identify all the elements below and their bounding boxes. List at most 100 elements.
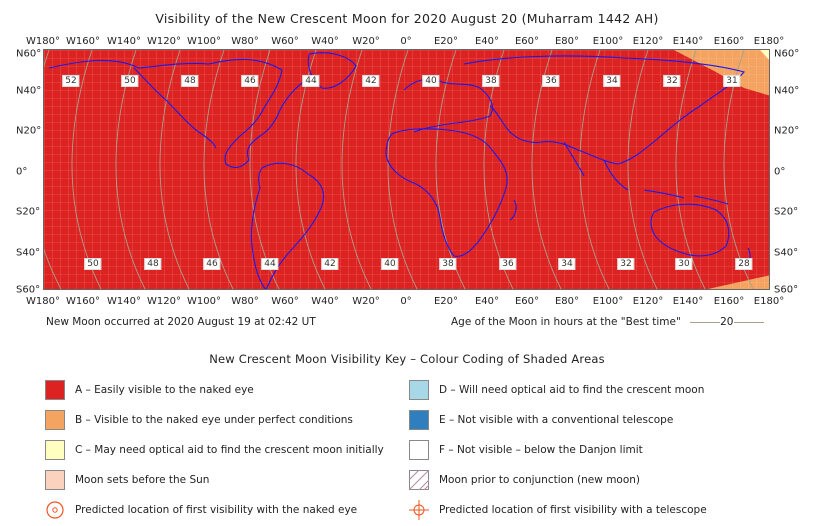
age-legend-text: Age of the Moon in hours at the "Best ti… bbox=[451, 316, 681, 328]
lon-tick: E180° bbox=[753, 296, 785, 307]
age-label: 50 bbox=[121, 75, 139, 87]
target-circle-icon bbox=[45, 500, 65, 520]
age-label: 46 bbox=[203, 258, 221, 270]
age-label: 34 bbox=[558, 258, 576, 270]
age-legend-line-icon bbox=[733, 321, 764, 323]
prior-conjunction-label: Moon prior to conjunction (new moon) bbox=[439, 474, 641, 486]
zone-c-swatch bbox=[45, 440, 65, 460]
age-legend-line-icon bbox=[690, 321, 721, 323]
age-label: 42 bbox=[362, 75, 380, 87]
zone-d-label: D – Will need optical aid to find the cr… bbox=[439, 384, 705, 396]
lat-tick: S40° bbox=[16, 247, 41, 259]
age-label: 38 bbox=[439, 258, 457, 270]
age-label: 31 bbox=[723, 75, 741, 87]
lon-tick: E20° bbox=[433, 36, 459, 47]
lon-tick: W20° bbox=[352, 296, 380, 307]
lon-tick: W60° bbox=[271, 296, 299, 307]
age-label: 44 bbox=[261, 258, 279, 270]
lon-tick: W140° bbox=[107, 36, 141, 47]
lon-tick: E60° bbox=[514, 36, 540, 47]
lon-tick: W140° bbox=[107, 296, 141, 307]
lat-tick: S20° bbox=[16, 206, 41, 218]
lat-tick: S60° bbox=[16, 284, 41, 296]
age-label: 36 bbox=[499, 258, 517, 270]
zone-f-label: F – Not visible – below the Danjon limit bbox=[439, 444, 643, 456]
lat-tick: N40° bbox=[774, 85, 800, 97]
age-label: 44 bbox=[302, 75, 320, 87]
lon-tick: E160° bbox=[713, 296, 745, 307]
visibility-map: 52 50 48 46 44 42 40 38 36 34 32 31 50 4… bbox=[43, 49, 770, 290]
age-label: 30 bbox=[675, 258, 693, 270]
lat-tick: 0° bbox=[774, 166, 786, 178]
telescope-location-label: Predicted location of first visibility w… bbox=[439, 504, 707, 516]
lon-tick: E160° bbox=[713, 36, 745, 47]
lon-tick: E20° bbox=[433, 296, 459, 307]
lon-tick: E140° bbox=[672, 36, 704, 47]
lon-tick: W60° bbox=[271, 36, 299, 47]
naked-eye-location-label: Predicted location of first visibility w… bbox=[75, 504, 358, 516]
lat-tick: S20° bbox=[774, 206, 799, 218]
lon-tick: W180° bbox=[26, 296, 60, 307]
lat-tick: N60° bbox=[16, 48, 42, 60]
lon-tick: W120° bbox=[147, 296, 181, 307]
lon-tick: E60° bbox=[514, 296, 540, 307]
lon-tick: W80° bbox=[231, 296, 259, 307]
lat-tick: S60° bbox=[774, 284, 799, 296]
zone-a-swatch bbox=[45, 380, 65, 400]
lon-tick: E80° bbox=[554, 36, 580, 47]
coastlines bbox=[48, 52, 751, 289]
lon-tick: W180° bbox=[26, 36, 60, 47]
age-label: 46 bbox=[241, 75, 259, 87]
key-title: New Crescent Moon Visibility Key – Colou… bbox=[209, 352, 605, 366]
age-label: 38 bbox=[482, 75, 500, 87]
lon-tick: W120° bbox=[147, 36, 181, 47]
zone-b-swatch bbox=[45, 410, 65, 430]
age-label: 48 bbox=[144, 258, 162, 270]
age-label: 50 bbox=[84, 258, 102, 270]
lon-tick: W20° bbox=[352, 36, 380, 47]
lon-tick: W80° bbox=[231, 36, 259, 47]
age-label: 40 bbox=[381, 258, 399, 270]
lat-tick: N20° bbox=[774, 125, 800, 137]
lon-tick: W40° bbox=[311, 296, 339, 307]
lon-tick: E40° bbox=[474, 296, 500, 307]
age-legend-value: 20 bbox=[720, 316, 734, 328]
lon-tick: W160° bbox=[66, 36, 100, 47]
zone-d-swatch bbox=[409, 380, 429, 400]
lon-tick: E80° bbox=[554, 296, 580, 307]
lon-tick: E180° bbox=[753, 36, 785, 47]
age-label: 32 bbox=[617, 258, 635, 270]
lon-tick: W100° bbox=[187, 296, 221, 307]
age-label: 28 bbox=[735, 258, 753, 270]
sets-before-sun-label: Moon sets before the Sun bbox=[75, 474, 210, 486]
lat-tick: N20° bbox=[16, 125, 42, 137]
crosshair-icon bbox=[409, 500, 429, 520]
lon-tick: E100° bbox=[592, 296, 624, 307]
lat-tick: N40° bbox=[16, 85, 42, 97]
lon-tick: 0° bbox=[400, 296, 412, 307]
lon-tick: E120° bbox=[632, 36, 664, 47]
lat-tick: S40° bbox=[774, 247, 799, 259]
sets-before-sun-swatch bbox=[45, 470, 65, 490]
lon-tick: 0° bbox=[400, 36, 412, 47]
new-moon-note: New Moon occurred at 2020 August 19 at 0… bbox=[46, 316, 316, 328]
age-label: 34 bbox=[603, 75, 621, 87]
zone-b-label: B – Visible to the naked eye under perfe… bbox=[75, 414, 353, 426]
lon-tick: E40° bbox=[474, 36, 500, 47]
lat-tick: N60° bbox=[774, 48, 800, 60]
lon-tick: E100° bbox=[592, 36, 624, 47]
map-title: Visibility of the New Crescent Moon for … bbox=[155, 11, 659, 26]
lon-tick: W40° bbox=[311, 36, 339, 47]
age-label: 52 bbox=[62, 75, 80, 87]
zone-e-swatch bbox=[409, 410, 429, 430]
age-label: 42 bbox=[321, 258, 339, 270]
hatched-swatch-icon bbox=[403, 464, 435, 496]
age-label: 40 bbox=[422, 75, 440, 87]
lat-tick: 0° bbox=[16, 166, 28, 178]
age-legend: Age of the Moon in hours at the "Best ti… bbox=[451, 316, 764, 328]
lon-tick: E120° bbox=[632, 296, 664, 307]
lon-tick: E140° bbox=[672, 296, 704, 307]
age-label: 36 bbox=[542, 75, 560, 87]
zone-e-label: E – Not visible with a conventional tele… bbox=[439, 414, 674, 426]
lon-tick: W160° bbox=[66, 296, 100, 307]
